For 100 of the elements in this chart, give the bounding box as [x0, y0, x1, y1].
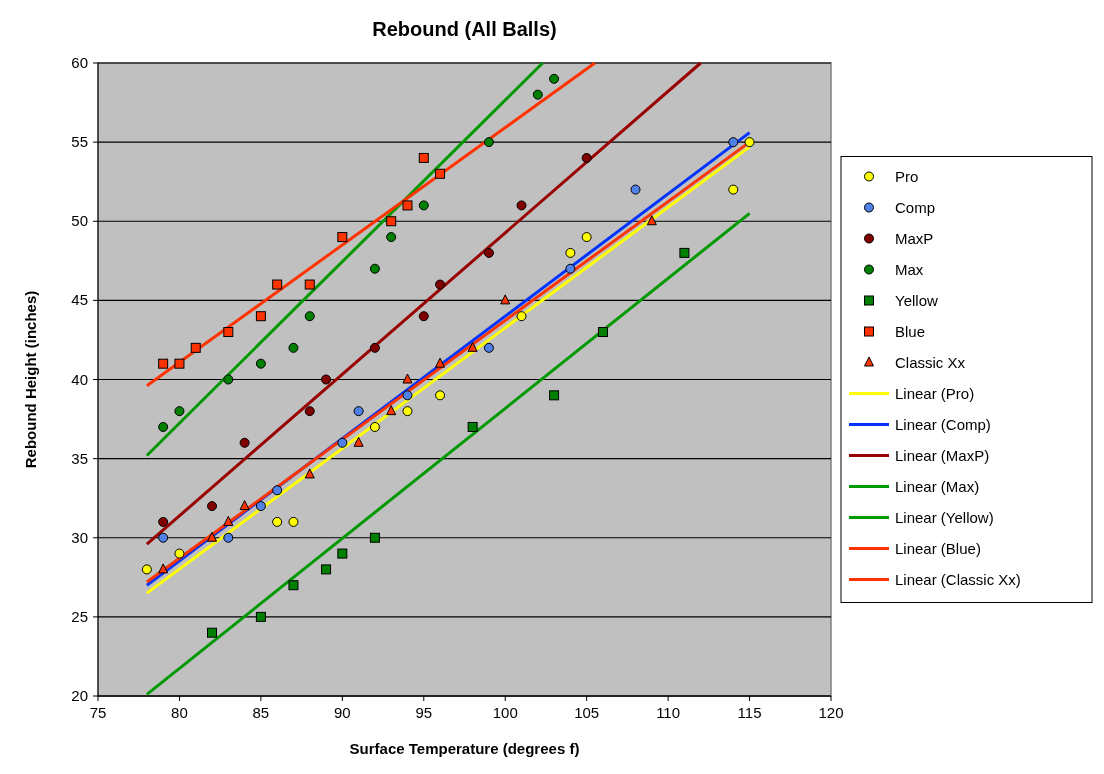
point — [402, 390, 413, 401]
point — [467, 341, 478, 352]
point — [369, 342, 380, 353]
point — [581, 152, 592, 163]
point — [402, 373, 413, 384]
point — [223, 374, 234, 385]
legend-label: Max — [895, 260, 924, 278]
point — [435, 279, 446, 290]
point — [223, 515, 234, 526]
point — [321, 374, 332, 385]
point — [549, 73, 560, 84]
point — [435, 168, 446, 179]
x-axis-title: Surface Temperature (degrees f) — [349, 740, 580, 757]
point — [369, 421, 380, 432]
y-tick-label: 50 — [71, 212, 88, 230]
x-tick-label: 110 — [656, 704, 681, 721]
x-tick-label: 90 — [333, 704, 351, 721]
legend-label: Linear (Classic Xx) — [895, 570, 1021, 588]
point — [255, 611, 266, 622]
x-tick-label: 80 — [171, 704, 188, 721]
point — [386, 232, 397, 243]
point — [255, 501, 266, 512]
point — [174, 406, 185, 417]
point — [255, 311, 266, 322]
legend-label: Linear (Yellow) — [895, 508, 994, 526]
point — [158, 421, 169, 432]
point — [402, 406, 413, 417]
point — [223, 327, 234, 338]
x-tick-label: 75 — [89, 704, 107, 721]
point — [353, 436, 364, 447]
y-axis-title: Rebound Height (inches) — [22, 290, 39, 469]
y-tick-label: 40 — [71, 370, 88, 388]
point — [532, 89, 543, 100]
y-tick-label: 45 — [71, 291, 88, 309]
point — [337, 548, 348, 559]
chart-title: Rebound (All Balls) — [372, 18, 557, 40]
point — [304, 468, 315, 479]
point — [304, 406, 315, 417]
point — [288, 580, 299, 591]
x-tick-label: 95 — [415, 704, 433, 721]
legend-label: Linear (Max) — [895, 477, 980, 495]
point — [549, 390, 560, 401]
point — [467, 421, 478, 432]
point — [402, 200, 413, 211]
point — [288, 516, 299, 527]
point — [581, 232, 592, 243]
x-tick-label: 120 — [818, 704, 844, 721]
point — [255, 358, 266, 369]
legend-label: Linear (Comp) — [895, 415, 991, 433]
point — [207, 627, 218, 638]
point — [630, 184, 641, 195]
legend-label: MaxP — [895, 229, 934, 247]
point — [272, 485, 283, 496]
legend-label: Pro — [895, 167, 919, 185]
point — [483, 342, 494, 353]
legend-label: Yellow — [895, 291, 938, 309]
y-tick-label: 30 — [71, 528, 88, 546]
point — [728, 137, 739, 148]
point — [158, 563, 169, 574]
point — [386, 216, 397, 227]
point — [304, 311, 315, 322]
legend-label: Linear (MaxP) — [895, 446, 990, 464]
point — [174, 358, 185, 369]
point — [565, 263, 576, 274]
point — [369, 263, 380, 274]
x-tick-label: 100 — [492, 704, 518, 721]
legend-label: Classic Xx — [895, 353, 966, 371]
point — [158, 516, 169, 527]
point — [516, 311, 527, 322]
point — [386, 405, 397, 416]
point — [207, 501, 218, 512]
point — [597, 327, 608, 338]
point — [369, 532, 380, 543]
y-tick-label: 55 — [71, 133, 88, 151]
point — [418, 200, 429, 211]
x-tick-label: 85 — [252, 704, 270, 721]
point — [207, 531, 218, 542]
point — [158, 358, 169, 369]
point — [321, 564, 332, 575]
point — [337, 232, 348, 243]
legend-label: Linear (Pro) — [895, 384, 975, 402]
point — [304, 279, 315, 290]
point — [744, 137, 755, 148]
point — [337, 437, 348, 448]
point — [174, 548, 185, 559]
point — [272, 279, 283, 290]
point — [239, 500, 250, 511]
point — [500, 294, 511, 305]
point — [239, 437, 250, 448]
point — [272, 516, 283, 527]
legend-label: Linear (Blue) — [895, 539, 981, 557]
point — [435, 357, 446, 368]
y-tick-label: 20 — [71, 687, 88, 704]
point — [158, 532, 169, 543]
y-tick-label: 60 — [71, 54, 88, 71]
legend-label: Comp — [895, 198, 936, 216]
point — [190, 342, 201, 353]
point — [353, 406, 364, 417]
point — [483, 247, 494, 258]
legend-label: Blue — [895, 322, 926, 340]
